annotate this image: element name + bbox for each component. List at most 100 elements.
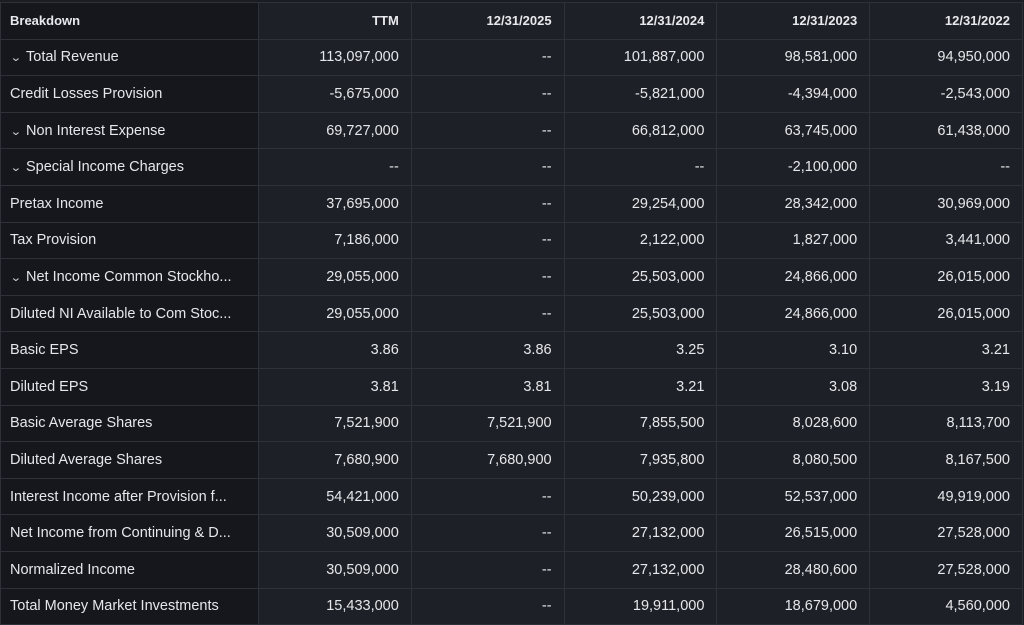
cell-value: 8,080,500 — [716, 441, 871, 479]
row-label-text: Credit Losses Provision — [10, 85, 163, 102]
table-row: ⌄ Total Revenue 113,097,000 -- 101,887,000 98… — [0, 38, 1023, 77]
row-label: Basic Average Shares — [0, 404, 259, 443]
cell-value: 52,537,000 — [716, 477, 871, 516]
row-label: Net Income from Continuing & D... — [0, 514, 259, 552]
cell-value: 30,969,000 — [869, 184, 1023, 223]
cell-value: 3.21 — [563, 367, 718, 406]
row-label-text: Interest Income after Provision f... — [10, 488, 227, 505]
table-row: Basic Average Shares 7,521,900 7,521,900 7,… — [0, 404, 1023, 443]
row-label: Diluted EPS — [0, 367, 259, 406]
cell-value: 113,097,000 — [258, 38, 412, 77]
row-label-text: Normalized Income — [10, 561, 135, 578]
cell-value: 98,581,000 — [716, 38, 871, 77]
cell-value: -- — [410, 38, 565, 77]
cell-value: -2,543,000 — [869, 75, 1023, 113]
cell-value: 3.25 — [563, 331, 718, 369]
cell-value: 7,521,900 — [410, 404, 565, 443]
cell-value: 3.86 — [410, 331, 565, 369]
cell-value: 19,911,000 — [563, 587, 718, 625]
row-label-text: Special Income Charges — [26, 159, 184, 176]
chevron-down-icon[interactable]: ⌄ — [9, 52, 22, 65]
cell-value: 26,515,000 — [716, 514, 871, 552]
table-row: Diluted EPS 3.81 3.81 3.21 3.08 3.19 — [0, 367, 1023, 406]
cell-value: -- — [410, 111, 565, 150]
cell-value: 7,186,000 — [258, 221, 412, 260]
column-header-period: 12/31/2024 — [563, 2, 718, 40]
cell-value: 8,028,600 — [716, 404, 871, 443]
row-label: Interest Income after Provision f... — [0, 477, 259, 516]
row-label-text: Net Income Common Stockho... — [26, 268, 232, 285]
row-label: Credit Losses Provision — [0, 75, 259, 113]
cell-value: 7,855,500 — [563, 404, 718, 443]
cell-value: -- — [410, 258, 565, 296]
row-label-text: Diluted EPS — [10, 378, 89, 395]
cell-value: 25,503,000 — [563, 294, 718, 333]
cell-value: 101,887,000 — [563, 38, 718, 77]
row-label-text: Diluted Average Shares — [10, 451, 163, 468]
cell-value: 50,239,000 — [563, 477, 718, 516]
cell-value: -5,675,000 — [258, 75, 412, 113]
row-label-text: Diluted NI Available to Com Stoc... — [10, 305, 232, 322]
cell-value: -5,821,000 — [563, 75, 718, 113]
column-header-period: 12/31/2025 — [410, 2, 565, 40]
cell-value: -- — [410, 75, 565, 113]
row-label: Pretax Income — [0, 184, 259, 223]
cell-value: 63,745,000 — [716, 111, 871, 150]
cell-value: 15,433,000 — [258, 587, 412, 625]
cell-value: 3.21 — [869, 331, 1023, 369]
cell-value: 24,866,000 — [716, 258, 871, 296]
cell-value: 7,680,900 — [410, 441, 565, 479]
cell-value: 66,812,000 — [563, 111, 718, 150]
cell-value: 3.08 — [716, 367, 871, 406]
cell-value: 3.19 — [869, 367, 1023, 406]
chevron-down-icon[interactable]: ⌄ — [9, 271, 22, 284]
row-label-text: Net Income from Continuing & D... — [10, 525, 231, 542]
table-row: ⌄ Non Interest Expense 69,727,000 -- 66,812,… — [0, 111, 1023, 150]
cell-value: 49,919,000 — [869, 477, 1023, 516]
expandable-row-label[interactable]: ⌄ Special Income Charges — [0, 148, 259, 186]
cell-value: 1,827,000 — [716, 221, 871, 260]
cell-value: -- — [410, 477, 565, 516]
chevron-down-icon[interactable]: ⌄ — [9, 162, 22, 175]
row-label-text: Basic Average Shares — [10, 415, 153, 432]
cell-value: 26,015,000 — [869, 258, 1023, 296]
cell-value: 29,055,000 — [258, 258, 412, 296]
cell-value: 69,727,000 — [258, 111, 412, 150]
cell-value: -- — [410, 514, 565, 552]
row-label-text: Basic EPS — [10, 342, 79, 359]
expandable-row-label[interactable]: ⌄ Total Revenue — [0, 38, 259, 77]
cell-value: 26,015,000 — [869, 294, 1023, 333]
table-row: Normalized Income 30,509,000 -- 27,132,000 2… — [0, 550, 1023, 589]
cell-value: 3.81 — [410, 367, 565, 406]
cell-value: 30,509,000 — [258, 550, 412, 589]
cell-value: 37,695,000 — [258, 184, 412, 223]
cell-value: 27,132,000 — [563, 550, 718, 589]
table-row: Net Income from Continuing & D... 30,509,… — [0, 514, 1023, 552]
chevron-down-icon[interactable]: ⌄ — [9, 125, 22, 138]
expandable-row-label[interactable]: ⌄ Net Income Common Stockho... — [0, 258, 259, 296]
cell-value: 94,950,000 — [869, 38, 1023, 77]
cell-value: 29,055,000 — [258, 294, 412, 333]
cell-value: 4,560,000 — [869, 587, 1023, 625]
table-row: Credit Losses Provision -5,675,000 -- -5,82… — [0, 75, 1023, 113]
cell-value: -- — [563, 148, 718, 186]
cell-value: -2,100,000 — [716, 148, 871, 186]
cell-value: -- — [258, 148, 412, 186]
cell-value: 18,679,000 — [716, 587, 871, 625]
cell-value: 2,122,000 — [563, 221, 718, 260]
row-label: Diluted NI Available to Com Stoc... — [0, 294, 259, 333]
expandable-row-label[interactable]: ⌄ Non Interest Expense — [0, 111, 259, 150]
cell-value: -- — [410, 221, 565, 260]
column-header-breakdown: Breakdown — [0, 2, 259, 40]
cell-value: 25,503,000 — [563, 258, 718, 296]
table-row: Diluted NI Available to Com Stoc... 29,05… — [0, 294, 1023, 333]
cell-value: 7,935,800 — [563, 441, 718, 479]
cell-value: -- — [869, 148, 1023, 186]
cell-value: 29,254,000 — [563, 184, 718, 223]
row-label: Total Money Market Investments — [0, 587, 259, 625]
cell-value: 27,132,000 — [563, 514, 718, 552]
table-row: ⌄ Net Income Common Stockho... 29,055,000-… — [0, 258, 1023, 296]
row-label: Normalized Income — [0, 550, 259, 589]
table-row: Pretax Income 37,695,000 -- 29,254,000 28,34… — [0, 184, 1023, 223]
cell-value: 28,342,000 — [716, 184, 871, 223]
